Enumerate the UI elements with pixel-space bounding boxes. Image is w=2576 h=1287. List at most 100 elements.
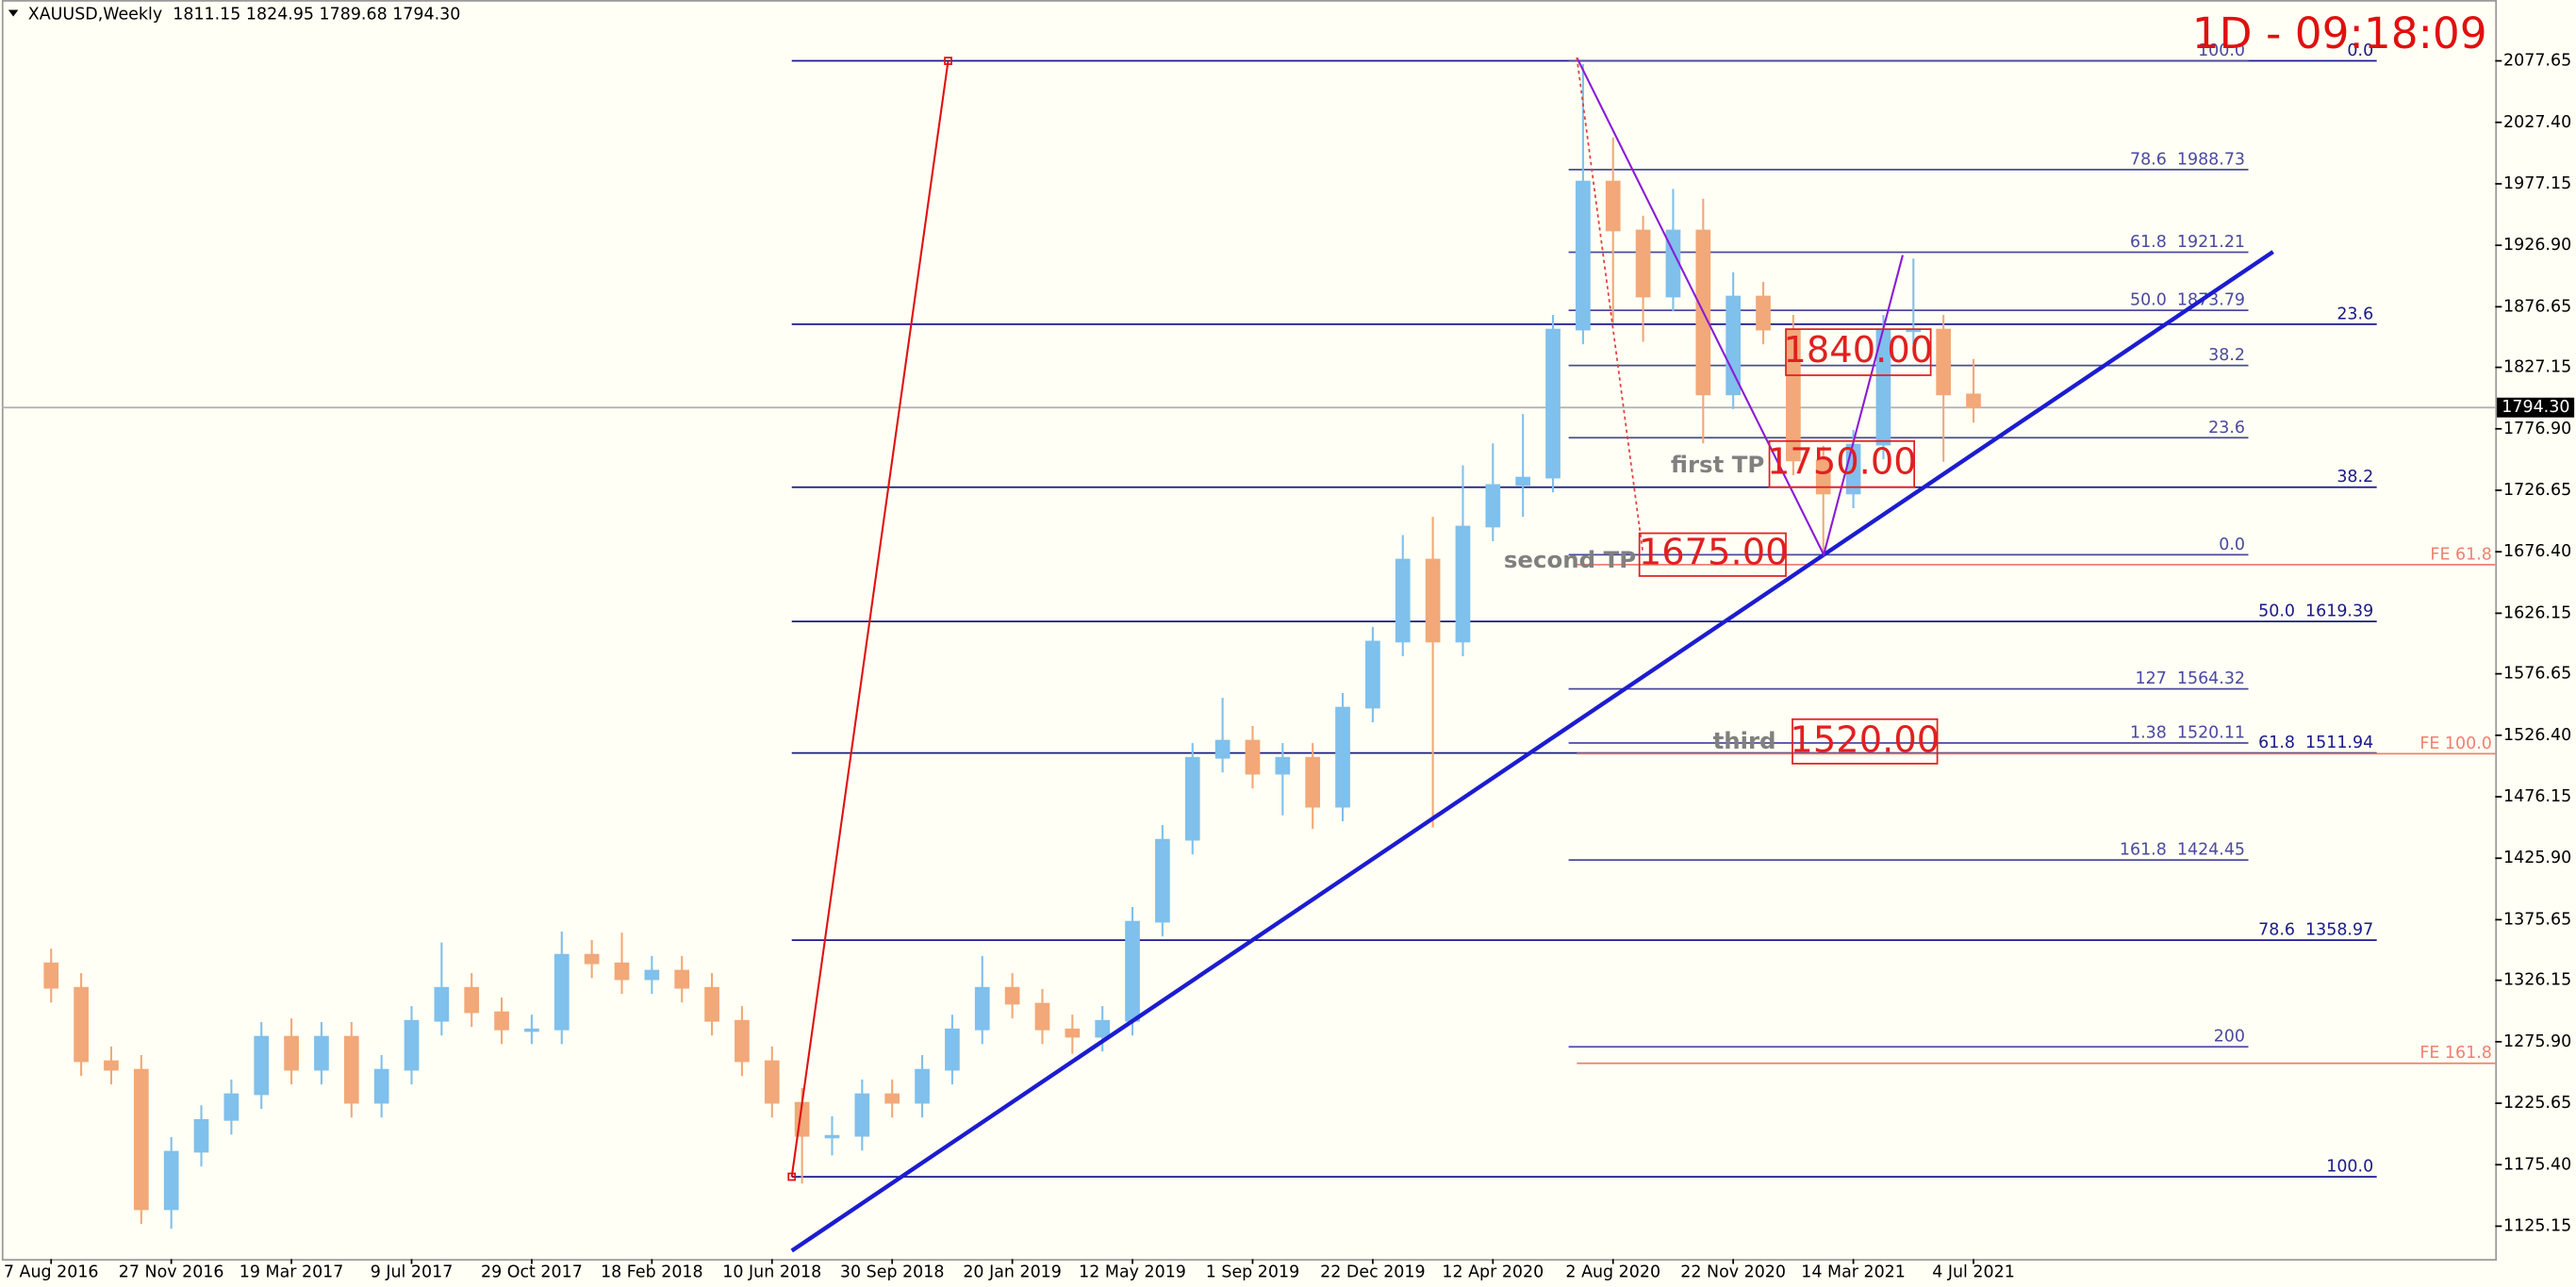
- target-value: 1750.00: [1767, 441, 1917, 484]
- clock: 1D - 09:18:09: [2192, 8, 2487, 58]
- plot-frame: [1, 0, 2498, 1262]
- expansion-dotted: [1576, 57, 1644, 552]
- candle-body: [945, 1028, 960, 1071]
- y-tick-label: 1225.65: [2503, 1094, 2571, 1113]
- target-box: [1792, 718, 1939, 765]
- candle-body: [314, 1035, 329, 1071]
- target-label: third: [1713, 727, 1776, 754]
- expansion-level-label: 38.2: [2208, 346, 2245, 365]
- y-tick-label: 1476.15: [2503, 787, 2571, 806]
- expansion-level-label: 0.0: [2219, 536, 2245, 554]
- chart-title: XAUUSD,Weekly 1811.15 1824.95 1789.68 17…: [28, 6, 461, 25]
- x-tick-label: 2 Aug 2020: [1565, 1262, 1660, 1281]
- candle-body: [1425, 558, 1441, 643]
- x-tick-label: 18 Feb 2018: [601, 1262, 703, 1281]
- y-tick-label: 1876.65: [2503, 297, 2571, 316]
- candle-body: [43, 962, 59, 989]
- x-tick-label: 1 Sep 2019: [1206, 1262, 1299, 1281]
- target-label: first TP: [1671, 451, 1764, 478]
- candles: [43, 63, 1981, 1229]
- fe-level-label: FE 100.0: [2419, 734, 2492, 753]
- candle-body: [1335, 706, 1350, 808]
- retracement-level-label: 23.6: [2337, 305, 2373, 323]
- candle-body: [915, 1068, 930, 1104]
- candle-body: [1305, 756, 1321, 808]
- candle-body: [644, 969, 660, 981]
- x-tick-label: 22 Dec 2019: [1320, 1262, 1425, 1281]
- candle-body: [1125, 920, 1140, 1022]
- retracement-level-label: 78.6 1358.97: [2258, 921, 2373, 940]
- expansion-level-label: 23.6: [2208, 419, 2245, 437]
- expansion-level-label: 127 1564.32: [2136, 669, 2245, 688]
- current-price-label: 1794.30: [2502, 398, 2569, 417]
- candle-body: [464, 986, 480, 1014]
- target-value: 1520.00: [1790, 719, 1940, 762]
- x-tick-label: 22 Nov 2020: [1680, 1262, 1786, 1281]
- y-tick-label: 1526.40: [2503, 726, 2571, 745]
- expansion-level-label: 61.8 1921.21: [2130, 233, 2245, 252]
- x-tick-label: 12 May 2019: [1079, 1262, 1186, 1281]
- candle-body: [1485, 484, 1501, 528]
- candle-body: [974, 986, 990, 1031]
- expansion-level-label: 161.8 1424.45: [2120, 841, 2245, 860]
- candle-body: [1245, 739, 1261, 775]
- anchor-point: [787, 1172, 797, 1181]
- retracement-level-label: 61.8 1511.94: [2258, 734, 2373, 752]
- y-tick-label: 1676.40: [2503, 542, 2571, 561]
- candle-body: [133, 1068, 149, 1211]
- candle-body: [1515, 476, 1531, 487]
- fib-levels: 0.0 23.6 38.2 50.0 1619.39 61.8 1511.94 78.6 …: [1, 41, 2496, 1179]
- x-tick-label: 12 Apr 2020: [1442, 1262, 1544, 1281]
- candle-body: [373, 1068, 389, 1104]
- y-tick-label: 1926.90: [2503, 236, 2571, 255]
- target-value: 1840.00: [1783, 329, 1933, 371]
- candle-body: [884, 1093, 900, 1104]
- y-tick-label: 1726.65: [2503, 481, 2571, 500]
- retracement-level-label: 0.0: [2347, 41, 2373, 60]
- candle-body: [1395, 558, 1411, 643]
- candle-body: [1275, 756, 1291, 775]
- y-tick-label: 1977.15: [2503, 174, 2571, 193]
- x-tick-label: 29 Oct 2017: [481, 1262, 583, 1281]
- candle-body: [223, 1093, 239, 1121]
- target-box: [1785, 328, 1932, 376]
- x-tick-label: 19 Mar 2017: [239, 1262, 344, 1281]
- retracement-level-label: 38.2: [2337, 468, 2373, 487]
- y-tick-label: 1375.65: [2503, 910, 2571, 929]
- candle-body: [193, 1118, 209, 1153]
- candle-body: [74, 986, 89, 1063]
- expansion-level-label: 78.6 1988.73: [2130, 150, 2245, 169]
- target-value: 1675.00: [1639, 532, 1789, 574]
- target-box: [1768, 439, 1916, 488]
- expansion-level-label: 200: [2214, 1028, 2245, 1047]
- x-tick-label: 30 Sep 2018: [840, 1262, 945, 1281]
- current-price-box: [2497, 397, 2575, 418]
- y-tick-label: 1827.15: [2503, 358, 2571, 377]
- candle-body: [854, 1093, 870, 1137]
- x-tick-label: 4 Jul 2021: [1932, 1262, 2015, 1281]
- x-tick-label: 7 Aug 2016: [4, 1262, 99, 1281]
- menu-icon[interactable]: [8, 9, 19, 17]
- fe-level-label: FE 161.8: [2419, 1044, 2492, 1063]
- expansion-level-label: 100.0: [2198, 41, 2245, 60]
- candle-body: [1184, 756, 1200, 841]
- candle-body: [1936, 328, 1952, 396]
- expansion-zigzag: [1576, 57, 1904, 558]
- candle-body: [1726, 295, 1742, 396]
- expansion-level-label: 1.38 1520.11: [2130, 724, 2245, 743]
- candle-body: [614, 962, 630, 981]
- candle-body: [494, 1011, 509, 1031]
- candle-body: [284, 1035, 299, 1071]
- axes: 2077.65 2027.40 1977.15 1926.90 1876.65 1827.…: [4, 52, 2575, 1281]
- candle-body: [1815, 459, 1831, 495]
- x-tick-label: 10 Jun 2018: [722, 1262, 821, 1281]
- x-tick-label: 9 Jul 2017: [371, 1262, 454, 1281]
- candle-body: [1365, 640, 1380, 709]
- candle-body: [254, 1035, 270, 1096]
- retracement-level-label: 100.0: [2326, 1158, 2373, 1177]
- candle-body: [764, 1060, 780, 1104]
- expansion-level-label: 50.0 1873.79: [2130, 291, 2245, 310]
